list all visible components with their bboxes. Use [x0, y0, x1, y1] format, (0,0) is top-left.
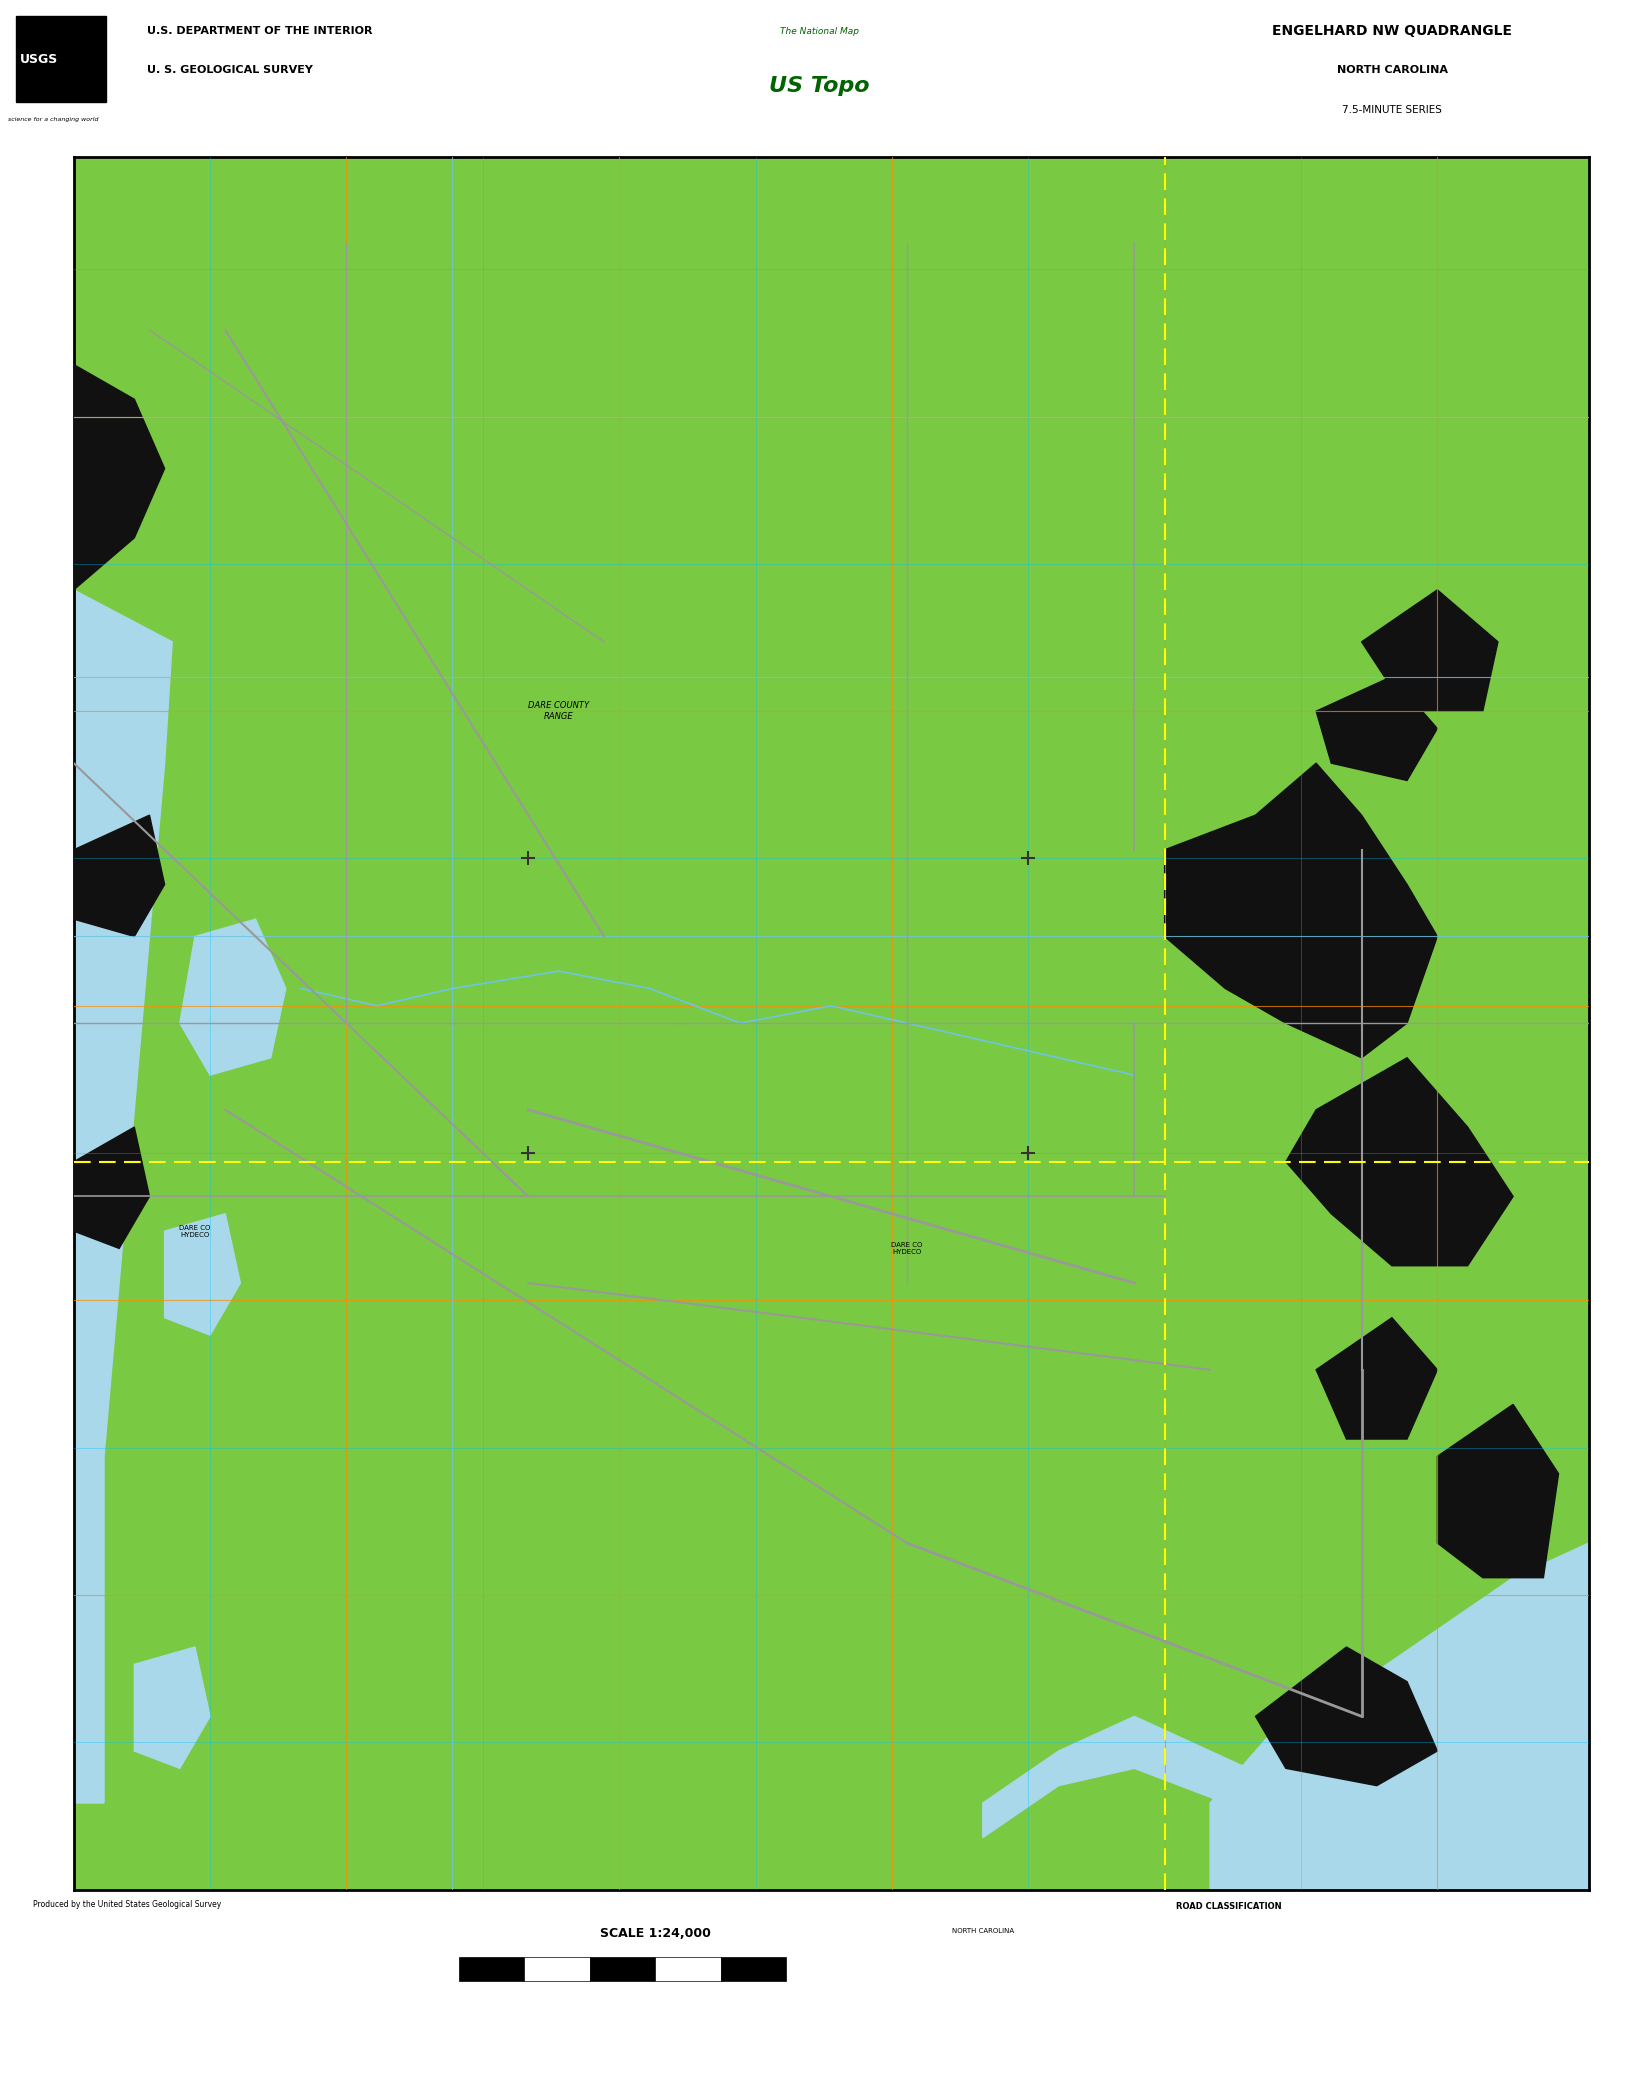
Polygon shape	[164, 1213, 241, 1334]
Text: USGS: USGS	[20, 52, 57, 67]
Text: SCALE 1:24,000: SCALE 1:24,000	[600, 1927, 711, 1940]
Text: NORTH CAROLINA: NORTH CAROLINA	[952, 1929, 1014, 1933]
Polygon shape	[983, 1579, 1543, 1837]
Text: ROAD CLASSIFICATION: ROAD CLASSIFICATION	[1176, 1902, 1281, 1911]
Polygon shape	[1361, 591, 1497, 712]
Text: science for a changing world: science for a changing world	[8, 117, 98, 123]
Text: 7.5-MINUTE SERIES: 7.5-MINUTE SERIES	[1343, 104, 1441, 115]
Polygon shape	[74, 591, 172, 1804]
Bar	[524, 1956, 590, 1982]
Bar	[655, 1956, 721, 1982]
Text: U. S. GEOLOGICAL SURVEY: U. S. GEOLOGICAL SURVEY	[147, 65, 313, 75]
Bar	[459, 1956, 524, 1982]
Text: ENGELHARD NW QUADRANGLE: ENGELHARD NW QUADRANGLE	[1273, 25, 1512, 38]
Polygon shape	[1165, 762, 1438, 1059]
Polygon shape	[1210, 1543, 1589, 1890]
Polygon shape	[1286, 1059, 1514, 1265]
Bar	[721, 1956, 786, 1982]
Bar	[16, 15, 106, 102]
Text: NORTH CAROLINA: NORTH CAROLINA	[1337, 65, 1448, 75]
Polygon shape	[1315, 677, 1438, 781]
Polygon shape	[74, 365, 164, 591]
Text: US Topo: US Topo	[768, 75, 870, 96]
Polygon shape	[74, 1128, 149, 1249]
Text: DARE CO
HYDECO: DARE CO HYDECO	[179, 1224, 211, 1238]
Text: DARE CO
HYDECO: DARE CO HYDECO	[891, 1242, 922, 1255]
Polygon shape	[134, 1647, 210, 1769]
Text: DARE COUNTY
RANGE: DARE COUNTY RANGE	[527, 702, 590, 720]
Polygon shape	[180, 919, 287, 1075]
Text: U.S. DEPARTMENT OF THE INTERIOR: U.S. DEPARTMENT OF THE INTERIOR	[147, 27, 373, 35]
Text: The National Map: The National Map	[780, 27, 858, 35]
Text: Produced by the United States Geological Survey: Produced by the United States Geological…	[33, 1900, 221, 1908]
Polygon shape	[1256, 1647, 1438, 1785]
Polygon shape	[1315, 1318, 1438, 1439]
Polygon shape	[74, 814, 164, 935]
Bar	[590, 1956, 655, 1982]
Polygon shape	[1438, 1405, 1558, 1579]
